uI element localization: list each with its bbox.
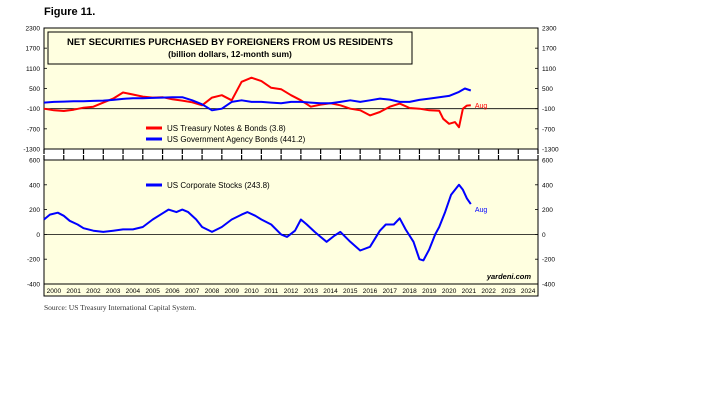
bottom-ytick-right: -400 bbox=[542, 282, 555, 289]
watermark: yardeni.com bbox=[486, 272, 532, 281]
x-axis-year-label: 2002 bbox=[86, 288, 101, 295]
bottom-ytick-left: 0 bbox=[36, 232, 40, 239]
x-axis-year-label: 2007 bbox=[185, 288, 200, 295]
x-axis-year-label: 2004 bbox=[126, 288, 141, 295]
x-axis-year-label: 2010 bbox=[244, 288, 259, 295]
x-axis-year-label: 2016 bbox=[363, 288, 378, 295]
bottom-ytick-left: 200 bbox=[29, 207, 40, 214]
top-y-axis-right: -1300 -700 -100 500 1100 1700 2300 bbox=[535, 26, 559, 154]
x-axis-year-label: 2017 bbox=[383, 288, 398, 295]
top-ytick-left: 500 bbox=[29, 86, 40, 93]
top-ytick-left: -700 bbox=[27, 126, 40, 133]
top-ytick-right: -700 bbox=[542, 126, 555, 133]
bottom-ytick-right: 200 bbox=[542, 207, 553, 214]
end-label-stocks: Aug bbox=[475, 207, 488, 214]
top-ytick-right: -100 bbox=[542, 106, 555, 113]
top-ytick-left: 1100 bbox=[26, 66, 40, 73]
x-axis-labels: 2000 2001 2002 2003 2004 2005 2006 2007 2008 2009… bbox=[47, 288, 536, 295]
x-axis-year-label: 2015 bbox=[343, 288, 358, 295]
chart-subtitle: (billion dollars, 12-month sum) bbox=[168, 49, 292, 59]
top-ytick-right: 500 bbox=[542, 86, 553, 93]
series-line-treasury bbox=[43, 76, 471, 129]
bottom-ytick-right: 0 bbox=[542, 232, 546, 239]
x-axis-year-label: 2003 bbox=[106, 288, 121, 295]
top-ytick-left: 1700 bbox=[26, 46, 41, 53]
x-axis-year-label: 2021 bbox=[462, 288, 477, 295]
bottom-ytick-left: -200 bbox=[27, 257, 40, 264]
x-axis-year-label: 2023 bbox=[501, 288, 516, 295]
source-note: Source: US Treasury International Capita… bbox=[44, 303, 197, 312]
x-axis-year-label: 2011 bbox=[264, 288, 278, 295]
bottom-series-group: Aug bbox=[43, 183, 488, 262]
top-y-axis-left: -1300 -700 -100 500 1100 1700 2300 bbox=[23, 26, 47, 154]
top-ytick-right: -1300 bbox=[542, 147, 559, 154]
bottom-ytick-left: 400 bbox=[29, 182, 40, 189]
series-line-agency bbox=[43, 87, 472, 112]
bottom-ytick-right: -200 bbox=[542, 257, 555, 264]
x-axis-year-label: 2005 bbox=[145, 288, 160, 295]
bottom-panel-background bbox=[43, 159, 539, 285]
top-series-group: Aug bbox=[43, 76, 488, 129]
top-ytick-right: 1100 bbox=[542, 66, 556, 73]
top-ytick-left: 2300 bbox=[26, 26, 41, 33]
legend-label-stocks: US Corporate Stocks (243.8) bbox=[167, 181, 270, 190]
bottom-ytick-left: -400 bbox=[27, 282, 40, 289]
x-axis-band bbox=[43, 283, 539, 297]
legend-label-treasury: US Treasury Notes & Bonds (3.8) bbox=[167, 124, 286, 133]
legend-label-agency: US Government Agency Bonds (441.2) bbox=[167, 135, 306, 144]
x-axis-year-label: 2022 bbox=[481, 288, 496, 295]
bottom-ytick-left: 600 bbox=[29, 158, 40, 165]
x-axis-year-label: 2024 bbox=[521, 288, 536, 295]
bottom-y-axis-right: -400 -200 0 200 400 600 bbox=[535, 158, 555, 289]
x-axis-year-label: 2008 bbox=[205, 288, 220, 295]
top-ytick-right: 2300 bbox=[542, 26, 557, 33]
bottom-ytick-right: 400 bbox=[542, 182, 553, 189]
top-ytick-right: 1700 bbox=[542, 46, 557, 53]
end-label-treasury: Aug bbox=[475, 103, 488, 110]
x-axis-year-label: 2001 bbox=[66, 288, 81, 295]
x-axis-year-label: 2000 bbox=[47, 288, 62, 295]
x-axis-year-label: 2012 bbox=[284, 288, 299, 295]
bottom-ytick-right: 600 bbox=[542, 158, 553, 165]
x-axis-year-label: 2009 bbox=[224, 288, 239, 295]
title-box bbox=[47, 31, 413, 65]
x-axis-year-label: 2006 bbox=[165, 288, 180, 295]
x-axis-year-label: 2013 bbox=[304, 288, 319, 295]
x-axis-year-label: 2014 bbox=[323, 288, 338, 295]
top-ytick-left: -100 bbox=[27, 106, 40, 113]
series-line-stocks bbox=[43, 183, 472, 262]
figure-label: Figure 11. bbox=[44, 6, 96, 18]
x-axis-year-label: 2019 bbox=[422, 288, 437, 295]
chart-title: NET SECURITIES PURCHASED BY FOREIGNERS F… bbox=[67, 37, 393, 48]
top-ytick-left: -1300 bbox=[23, 147, 40, 154]
x-axis-year-label: 2018 bbox=[402, 288, 417, 295]
x-axis-year-label: 2020 bbox=[442, 288, 457, 295]
